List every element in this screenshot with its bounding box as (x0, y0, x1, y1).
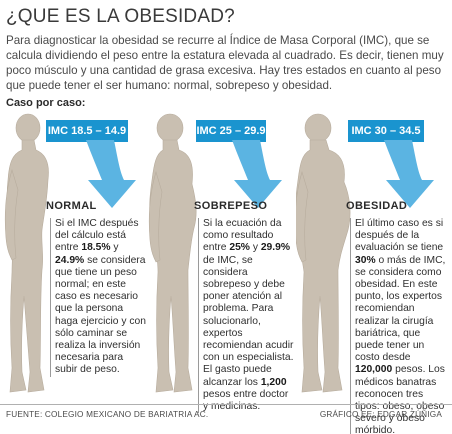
page-title: ¿QUE ES LA OBESIDAD? (6, 6, 235, 27)
case-description: Si la ecuación da como resultado entre 2… (198, 218, 296, 414)
curved-arrow-icon (232, 140, 282, 208)
imc-range-badge: IMC 25 – 29.9 (196, 120, 266, 142)
case-obesidad: IMC 30 – 34.5 OBESIDAD El último caso es… (296, 110, 452, 434)
case-name: SOBREPESO (194, 200, 268, 212)
overweight-body-figure (148, 113, 197, 393)
case-normal: IMC 18.5 – 14.9 NORMAL Si el IMC después… (0, 110, 150, 406)
source-credit: FUENTE: COLEGIO MEXICANO DE BARIATRIA AC… (6, 410, 209, 419)
intro-paragraph: Para diagnosticar la obesidad se recurre… (6, 34, 444, 92)
case-sobrepeso: IMC 25 – 29.9 SOBREPESO Si la ecuación d… (148, 110, 298, 414)
imc-range-badge: IMC 18.5 – 14.9 (46, 120, 128, 142)
graphic-credit: GRÁFICO EE: EDGAR ZÚÑIGA (319, 410, 442, 419)
thin-body-figure (4, 113, 49, 393)
case-description: Si el IMC después del cálculo está entre… (50, 218, 146, 377)
footer: FUENTE: COLEGIO MEXICANO DE BARIATRIA AC… (0, 404, 452, 434)
curved-arrow-icon (86, 140, 136, 208)
case-name: OBESIDAD (346, 200, 408, 212)
case-description: El último caso es si después de la evalu… (350, 218, 448, 434)
imc-range-badge: IMC 30 – 34.5 (348, 120, 424, 142)
case-label: Caso por caso: (6, 97, 86, 109)
obese-body-figure (296, 113, 351, 393)
case-name: NORMAL (46, 200, 97, 212)
curved-arrow-icon (384, 140, 434, 208)
